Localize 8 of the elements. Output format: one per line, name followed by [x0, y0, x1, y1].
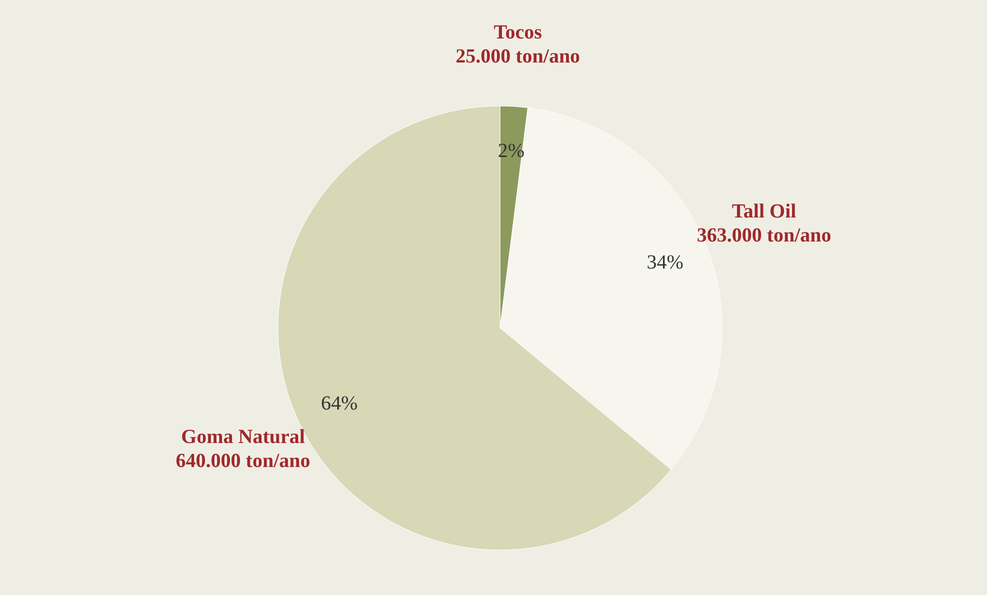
slice-label: Tall Oil	[732, 200, 797, 222]
data-label: 34%	[646, 252, 684, 274]
slice-label: Tocos	[494, 22, 542, 44]
data-label: 64%	[320, 392, 358, 415]
text: 363.000 ton/ano	[696, 224, 832, 246]
text: 25.000 ton/ano	[456, 46, 580, 68]
slice-label: Goma Natural	[181, 426, 306, 448]
text: 640.000 ton/ano	[176, 450, 310, 472]
